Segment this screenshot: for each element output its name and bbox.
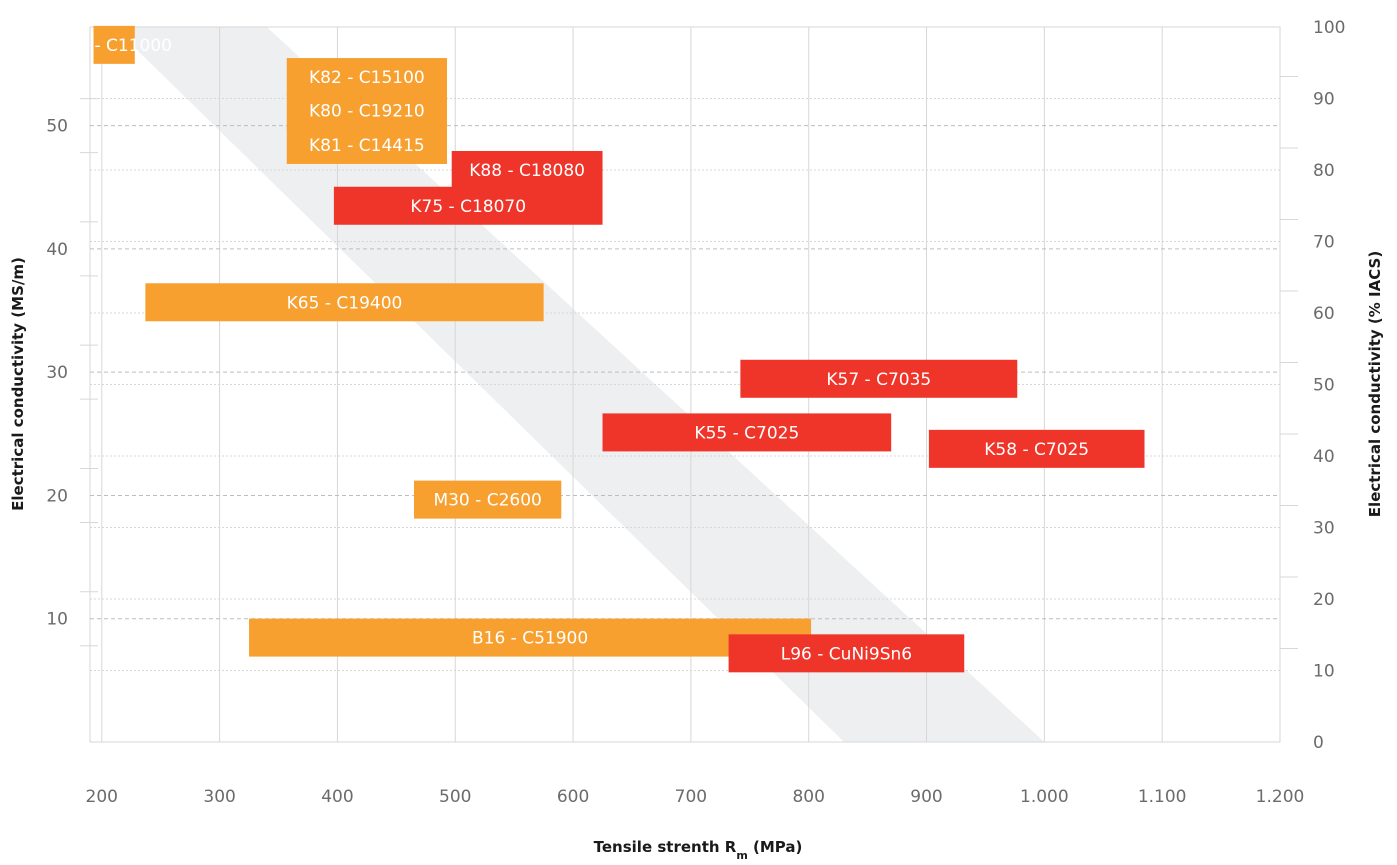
- alloy-bar: [286, 91, 447, 130]
- right-tick-label: 80: [1313, 161, 1335, 181]
- right-tick-label: 0: [1313, 733, 1324, 753]
- x-axis-title-main: Tensile strenth R: [594, 838, 737, 856]
- right-tick-label: 10: [1313, 662, 1335, 682]
- alloy-bar-label: K82 - C15100: [309, 68, 425, 88]
- left-tick-label: 50: [46, 117, 68, 137]
- x-tick-label: 800: [792, 787, 824, 807]
- alloy-bar-label: K65 - C19400: [287, 293, 403, 313]
- alloy-bar: [286, 58, 447, 97]
- alloy-bar-label: K57 - C7035: [826, 370, 931, 390]
- alloy-bars: K32 - C11000 K82 - C15100 K80 - C19210 K81 …: [56, 25, 1145, 673]
- x-axis-title-subscript: m: [736, 849, 747, 862]
- right-axis-tick-labels: 0 10 20 30 40 50 60 70 80 90 100: [1313, 18, 1345, 753]
- alloy-bar: [728, 634, 965, 673]
- alloy-bar-label: K55 - C7025: [694, 423, 799, 443]
- alloy-bar: [249, 618, 812, 657]
- alloy-bar-label: L96 - CuNi9Sn6: [781, 644, 912, 664]
- right-tick-label: 20: [1313, 590, 1335, 610]
- alloy-bar: [451, 151, 603, 189]
- x-tick-label: 1.000: [1020, 787, 1069, 807]
- left-tick-label: 30: [46, 363, 68, 383]
- alloy-bar-label: M30 - C2600: [433, 491, 541, 511]
- alloy-bar: [602, 413, 892, 452]
- alloy-bar-label: K88 - C18080: [469, 161, 585, 181]
- alloy-bar: [740, 359, 1018, 398]
- left-tick-label: 40: [46, 240, 68, 260]
- y-axis-title-left: Electrical conductivity (MS/m): [9, 257, 27, 511]
- x-axis-title-unit: (MPa): [748, 838, 803, 856]
- x-tick-label: 1.100: [1138, 787, 1187, 807]
- right-tick-label: 30: [1313, 519, 1335, 539]
- alloy-bar-label: K81 - C14415: [309, 136, 425, 156]
- alloy-bar: [928, 429, 1145, 468]
- x-tick-label: 1.200: [1256, 787, 1305, 807]
- right-tick-label: 50: [1313, 376, 1335, 396]
- x-axis-tick-labels: 200 300 400 500 600 700 800 900 1.000 1.100 1.200: [86, 787, 1305, 807]
- alloy-bar: [333, 186, 603, 225]
- x-tick-label: 300: [203, 787, 235, 807]
- y-axis-title-right: Electrical conductivity (% IACS): [1366, 251, 1384, 517]
- x-tick-label: 900: [910, 787, 942, 807]
- x-axis-title: Tensile strenth Rm (MPa): [594, 838, 803, 862]
- left-tick-label: 20: [46, 486, 68, 506]
- alloy-bar: [286, 125, 447, 164]
- alloy-bar-label: B16 - C51900: [472, 629, 588, 649]
- alloy-bar: [145, 283, 544, 322]
- left-axis-tick-labels: 10 20 30 40 50: [46, 117, 68, 630]
- alloy-bar-label: K80 - C19210: [309, 102, 425, 122]
- right-tick-label: 90: [1313, 90, 1335, 110]
- right-tick-label: 60: [1313, 304, 1335, 324]
- x-tick-label: 600: [557, 787, 589, 807]
- x-tick-label: 400: [321, 787, 353, 807]
- right-tick-label: 40: [1313, 447, 1335, 467]
- right-tick-label: 70: [1313, 233, 1335, 253]
- alloy-bar: [414, 480, 562, 519]
- alloy-bar: [93, 25, 135, 64]
- x-tick-label: 500: [439, 787, 471, 807]
- alloy-bar-label: K75 - C18070: [410, 197, 526, 217]
- right-tick-label: 100: [1313, 18, 1345, 38]
- x-tick-label: 200: [86, 787, 118, 807]
- x-tick-label: 700: [675, 787, 707, 807]
- left-tick-label: 10: [46, 610, 68, 630]
- alloy-bar-label: K58 - C7025: [984, 440, 1089, 460]
- alloy-bar-label: K32 - C11000: [56, 36, 172, 56]
